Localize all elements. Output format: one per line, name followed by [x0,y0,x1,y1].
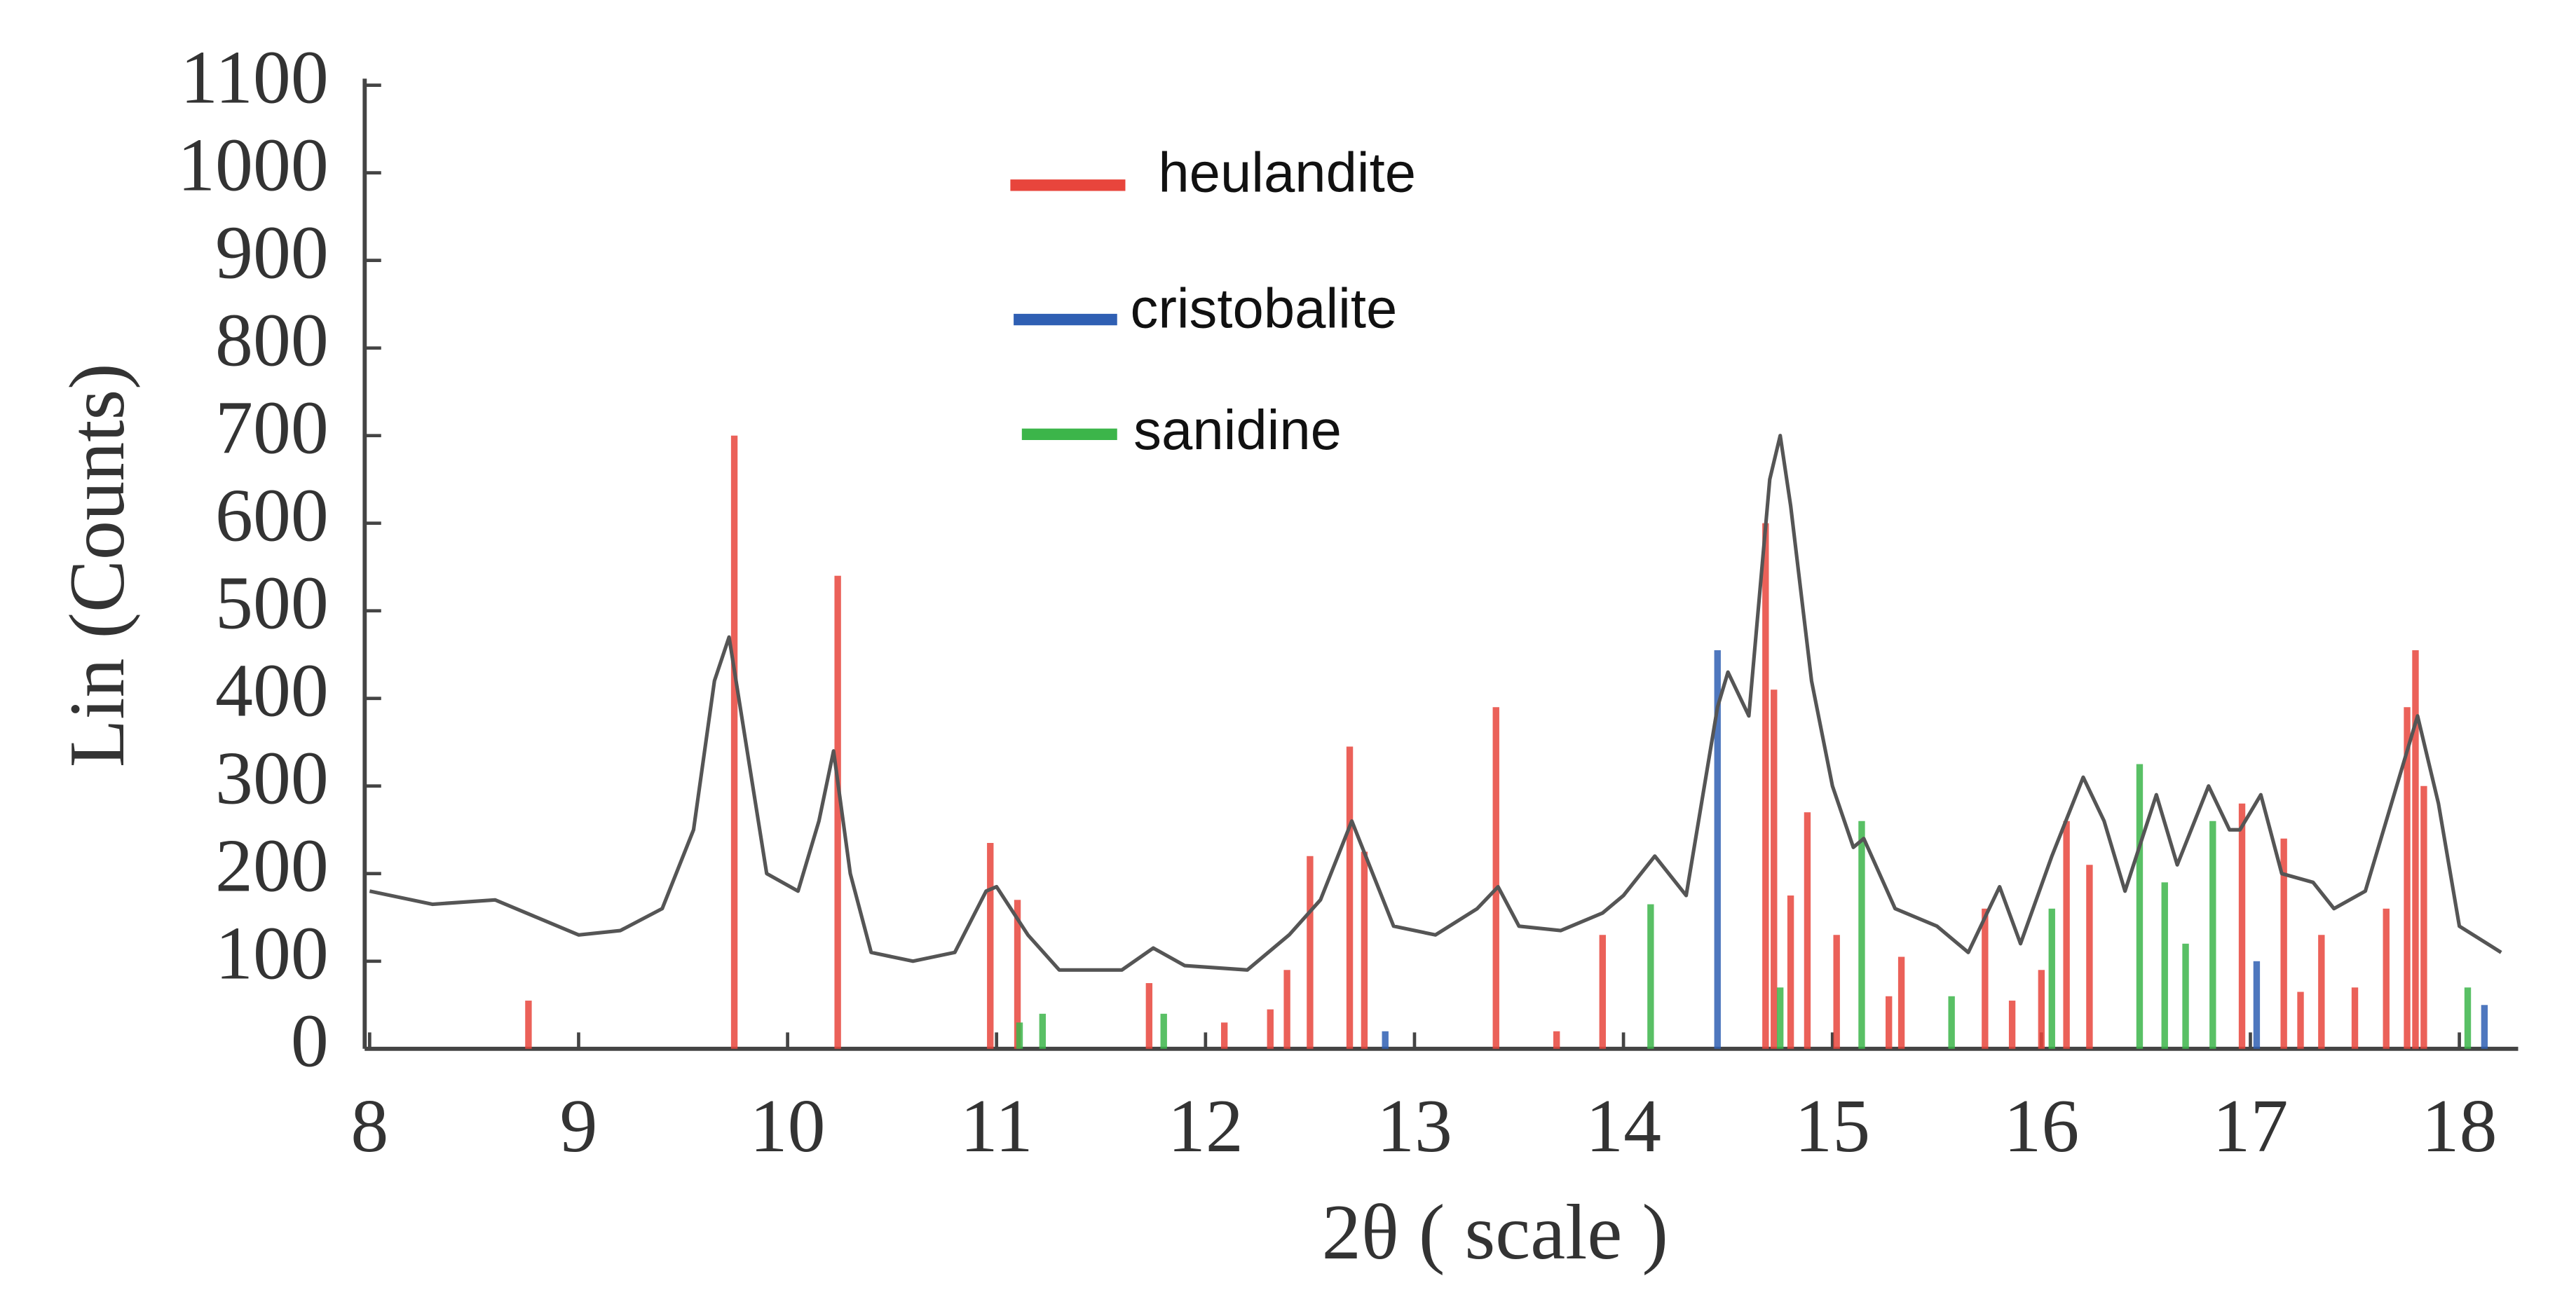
peak-stick [1553,1031,1560,1049]
peak-stick [1714,650,1721,1049]
legend-label: sanidine [1133,399,1342,461]
peak-stick [1762,523,1769,1049]
x-tick-label: 12 [1168,1085,1243,1168]
peak-stick [2253,961,2261,1049]
peak-stick [1777,987,1784,1049]
y-tick-label: 200 [215,825,329,908]
peak-stick [987,843,994,1049]
y-axis-title: Lin (Counts) [54,363,141,767]
x-tick-label: 18 [2422,1085,2497,1168]
x-tick-label: 14 [1586,1085,1661,1168]
peak-stick [525,1001,532,1049]
peak-stick [2182,943,2189,1049]
peak-stick [1307,856,1314,1049]
x-tick-label: 16 [2003,1085,2079,1168]
y-tick-label: 500 [215,562,329,645]
x-tick-label: 13 [1377,1085,1452,1168]
peak-stick [2297,991,2304,1049]
peak-stick [1361,851,1368,1049]
peak-stick [2318,935,2325,1049]
peak-stick [1647,904,1654,1049]
peak-stick [1771,689,1778,1049]
peak-stick [1267,1009,1274,1049]
peak-stick [2412,650,2419,1049]
peak-stick [2038,970,2045,1049]
peak-stick [1039,1013,1046,1049]
peak-stick [2383,908,2390,1049]
pattern-line [369,434,2502,972]
peak-stick [1220,1022,1228,1049]
y-tick-label: 600 [215,474,329,557]
peak-stick [1283,970,1290,1049]
peak-stick [2063,821,2070,1049]
peak-stick [1016,1022,1023,1049]
peak-stick [1599,935,1606,1049]
y-tick-label: 900 [215,211,329,294]
peak-stick [2209,821,2216,1049]
peak-stick [1886,996,1893,1049]
peak-stick [1948,996,1955,1049]
peak-stick [1346,746,1354,1049]
peak-stick [2280,838,2287,1049]
x-tick-label: 15 [1794,1085,1870,1168]
peak-stick [1160,1013,1167,1049]
peak-stick [2086,865,2093,1049]
peak-stick [2481,1005,2488,1049]
peak-stick [2048,908,2055,1049]
peak-stick [1897,956,1905,1049]
y-tick-label: 700 [215,386,329,469]
peak-stick [1982,908,1989,1049]
peak-stick [2161,882,2168,1049]
x-tick-label: 9 [560,1085,598,1168]
y-tick-label: 1100 [180,36,329,119]
x-tick-label: 11 [960,1085,1033,1168]
x-tick-label: 10 [750,1085,826,1168]
peak-stick [2464,987,2472,1049]
peak-stick [2420,785,2427,1049]
x-tick-label: 8 [350,1085,388,1168]
peak-stick [834,575,841,1049]
peak-stick [1858,821,1865,1049]
peak-stick [1492,707,1499,1049]
y-tick-label: 800 [215,298,329,382]
peak-stick [2238,803,2246,1049]
peak-stick [2351,987,2359,1049]
y-tick-label: 1000 [177,123,329,207]
x-axis-title: 2θ ( scale ) [1322,1189,1668,1276]
peak-stick [1014,900,1021,1049]
peak-stick [1804,812,1811,1049]
y-tick-label: 300 [215,737,329,821]
peak-stick [1382,1031,1389,1049]
peak-stick [1145,983,1153,1049]
y-tick-label: 100 [215,912,329,996]
y-tick-label: 0 [291,1000,329,1083]
legend-label: cristobalite [1131,277,1398,340]
peak-stick [1833,935,1840,1049]
peak-stick [2404,707,2411,1049]
y-tick-label: 400 [215,650,329,733]
peak-stick [2008,1001,2016,1049]
peak-stick [2136,764,2144,1049]
peak-stick [730,435,738,1049]
legend-label: heulandite [1158,142,1416,204]
x-tick-label: 17 [2213,1085,2289,1168]
peak-stick [1787,895,1794,1049]
